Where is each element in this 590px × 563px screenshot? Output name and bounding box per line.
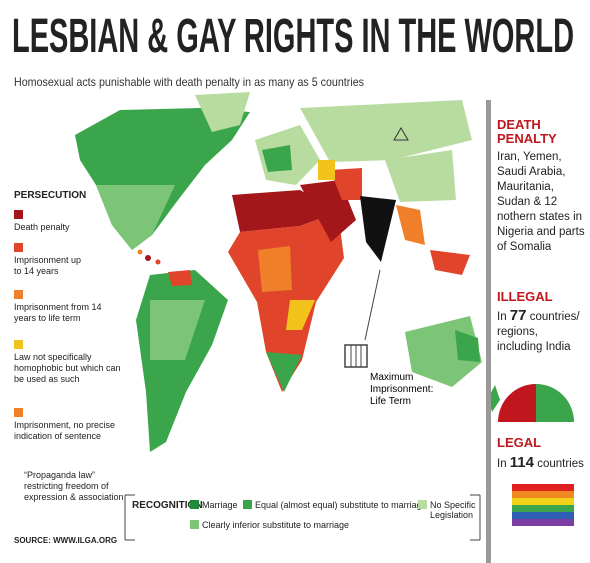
shape bbox=[360, 196, 396, 262]
illegal-heading: ILLEGAL bbox=[497, 289, 553, 304]
title: LESBIAN & GAY RIGHTS IN THE WORLD bbox=[12, 10, 574, 63]
legend-item: “Propaganda law” restricting freedom of … bbox=[24, 470, 124, 502]
callout-text: Maximum Imprisonment: Life Term bbox=[370, 372, 434, 407]
shape bbox=[364, 269, 381, 341]
shape bbox=[96, 185, 175, 250]
legend-item: Law not specifically homophobic but whic… bbox=[14, 352, 121, 384]
legal-illegal-pie bbox=[498, 384, 574, 422]
shape bbox=[258, 246, 292, 292]
shape bbox=[512, 512, 574, 519]
rainbow-flag bbox=[512, 484, 574, 526]
recognition-item: Equal (almost equal) substitute to marri… bbox=[255, 500, 427, 510]
shape bbox=[155, 259, 161, 265]
shape: In bbox=[497, 311, 507, 323]
shape bbox=[137, 249, 143, 255]
shape bbox=[455, 330, 480, 362]
shape bbox=[512, 498, 574, 505]
legend-swatch bbox=[243, 500, 252, 509]
legend-item: Imprisonment from 14 years to life term bbox=[14, 302, 102, 323]
shape: 77 bbox=[509, 307, 527, 324]
shape bbox=[536, 384, 574, 422]
shape: countries/ regions, including India bbox=[497, 311, 580, 353]
shape bbox=[512, 505, 574, 512]
shape bbox=[396, 205, 425, 245]
legend-item: Death penalty bbox=[14, 222, 70, 232]
legend-swatch bbox=[14, 408, 23, 417]
legend-item: Imprisonment up to 14 years bbox=[14, 255, 82, 276]
recognition-item: Clearly inferior substitute to marriage bbox=[202, 520, 350, 530]
shape bbox=[318, 160, 335, 180]
shape bbox=[228, 212, 344, 392]
persecution-heading: PERSECUTION bbox=[14, 190, 87, 201]
shape bbox=[286, 300, 315, 330]
legend-swatch bbox=[14, 340, 23, 349]
shape bbox=[145, 255, 151, 261]
recognition-heading: RECOGNITION bbox=[132, 500, 203, 511]
illegal-text: In 77 countries/ regions, including Indi… bbox=[497, 308, 585, 355]
legend-swatch bbox=[418, 500, 427, 509]
source: SOURCE: WWW.ILGA.ORG bbox=[14, 536, 118, 545]
shape bbox=[385, 150, 456, 202]
shape bbox=[136, 270, 228, 452]
shape bbox=[150, 300, 205, 360]
shape bbox=[512, 491, 574, 498]
legend-item: Imprisonment, no precise indication of s… bbox=[14, 420, 116, 441]
recognition-item: Marriage bbox=[202, 500, 238, 510]
legend-swatch bbox=[190, 520, 199, 529]
shape: In bbox=[497, 458, 507, 470]
shape: countries bbox=[537, 458, 584, 470]
shape bbox=[330, 168, 362, 200]
legend-swatch bbox=[14, 290, 23, 299]
legal-heading: LEGAL bbox=[497, 435, 542, 450]
death-penalty-text: Iran, Yemen, Saudi Arabia, Mauritania, S… bbox=[497, 151, 585, 253]
shape bbox=[300, 100, 472, 162]
callout-icon bbox=[344, 127, 409, 368]
shape bbox=[512, 519, 574, 526]
shape bbox=[195, 92, 250, 132]
shape bbox=[262, 145, 292, 172]
panel-divider bbox=[486, 100, 491, 563]
shape: 114 bbox=[509, 454, 534, 471]
recognition-item: No Specific Legislation bbox=[430, 500, 476, 520]
recognition-bracket bbox=[124, 494, 481, 541]
legend-swatch bbox=[190, 500, 199, 509]
death-penalty-heading: DEATH PENALTY bbox=[497, 117, 557, 146]
legal-text: In 114 countries bbox=[497, 455, 585, 472]
subtitle: Homosexual acts punishable with death pe… bbox=[14, 75, 364, 89]
shape bbox=[266, 352, 302, 392]
legend-swatch bbox=[14, 243, 23, 252]
legend-swatch bbox=[14, 210, 23, 219]
shape bbox=[168, 270, 192, 286]
world-map bbox=[75, 92, 500, 452]
shape bbox=[498, 384, 536, 422]
shape bbox=[430, 250, 470, 275]
shape bbox=[393, 127, 409, 141]
shape bbox=[512, 484, 574, 491]
